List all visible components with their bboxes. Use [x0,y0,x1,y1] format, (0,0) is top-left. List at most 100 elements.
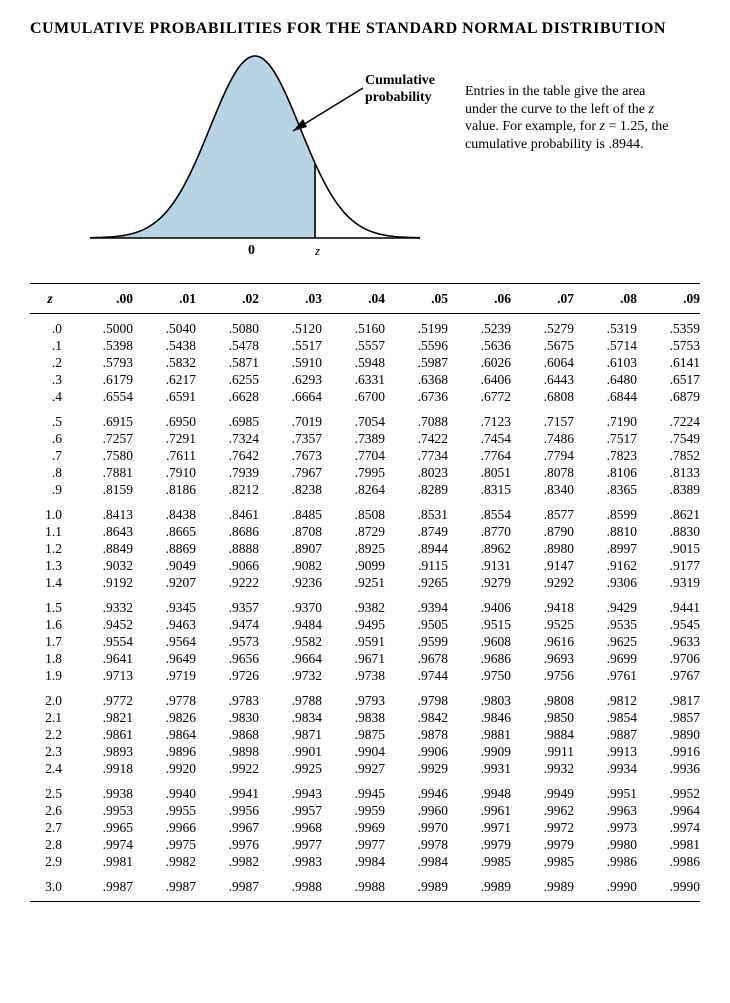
value-cell: .5239 [448,314,511,338]
value-cell: .9925 [259,760,322,777]
value-cell: .9875 [322,726,385,743]
table-row: 3.0.9987.9987.9987.9988.9988.9989.9989.9… [30,878,700,902]
value-cell: .9922 [196,760,259,777]
value-cell: .6879 [637,388,700,405]
header-col: .01 [133,284,196,314]
value-cell: .9936 [637,760,700,777]
value-cell: .9515 [448,616,511,633]
value-cell: .5948 [322,354,385,371]
value-cell: .9418 [511,599,574,616]
value-cell: .9049 [133,557,196,574]
value-cell: .7611 [133,447,196,464]
value-cell: .9032 [70,557,133,574]
value-cell: .6950 [133,413,196,430]
value-cell: .6517 [637,371,700,388]
value-cell: .9370 [259,599,322,616]
value-cell: .9927 [322,760,385,777]
value-cell: .9932 [511,760,574,777]
value-cell: .8621 [637,506,700,523]
value-cell: .8577 [511,506,574,523]
value-cell: .8643 [70,523,133,540]
value-cell: .9931 [448,760,511,777]
value-cell: .9987 [70,878,133,902]
value-cell: .9817 [637,692,700,709]
value-cell: .7422 [385,430,448,447]
value-cell: .9699 [574,650,637,667]
value-cell: .9505 [385,616,448,633]
value-cell: .9941 [196,785,259,802]
value-cell: .9633 [637,633,700,650]
table-row: 2.1.9821.9826.9830.9834.9838.9842.9846.9… [30,709,700,726]
value-cell: .9896 [133,743,196,760]
value-cell: .9463 [133,616,196,633]
value-cell: .9977 [259,836,322,853]
table-row: 1.6.9452.9463.9474.9484.9495.9505.9515.9… [30,616,700,633]
z-cell: 3.0 [30,878,70,902]
value-cell: .9989 [448,878,511,902]
value-cell: .9964 [637,802,700,819]
value-cell: .7357 [259,430,322,447]
value-cell: .5987 [385,354,448,371]
value-cell: .9861 [70,726,133,743]
table-row: 1.8.9641.9649.9656.9664.9671.9678.9686.9… [30,650,700,667]
value-cell: .9951 [574,785,637,802]
value-cell: .5793 [70,354,133,371]
value-cell: .9625 [574,633,637,650]
value-cell: .9441 [637,599,700,616]
value-cell: .9987 [133,878,196,902]
value-cell: .8238 [259,481,322,498]
value-cell: .9952 [637,785,700,802]
value-cell: .5557 [322,337,385,354]
value-cell: .9955 [133,802,196,819]
value-cell: .9834 [259,709,322,726]
value-cell: .7486 [511,430,574,447]
value-cell: .9656 [196,650,259,667]
table-row: .8.7881.7910.7939.7967.7995.8023.8051.80… [30,464,700,481]
z-cell: 2.2 [30,726,70,743]
value-cell: .9812 [574,692,637,709]
header-col: .09 [637,284,700,314]
value-cell: .8708 [259,523,322,540]
value-cell: .9641 [70,650,133,667]
value-cell: .9756 [511,667,574,684]
value-cell: .8810 [574,523,637,540]
value-cell: .9945 [322,785,385,802]
arrow-icon [285,83,365,138]
value-cell: .7088 [385,413,448,430]
z-cell: 1.2 [30,540,70,557]
value-cell: .9990 [574,878,637,902]
z-cell: .7 [30,447,70,464]
value-cell: .9713 [70,667,133,684]
value-cell: .9808 [511,692,574,709]
value-cell: .9706 [637,650,700,667]
value-cell: .7852 [637,447,700,464]
value-cell: .5910 [259,354,322,371]
value-cell: .8461 [196,506,259,523]
value-cell: .7257 [70,430,133,447]
value-cell: .9678 [385,650,448,667]
value-cell: .9918 [70,760,133,777]
value-cell: .9916 [637,743,700,760]
value-cell: .9990 [637,878,700,902]
value-cell: .8830 [637,523,700,540]
value-cell: .6985 [196,413,259,430]
page-title: CUMULATIVE PROBABILITIES FOR THE STANDAR… [30,20,730,38]
value-cell: .7454 [448,430,511,447]
value-cell: .9207 [133,574,196,591]
value-cell: .8106 [574,464,637,481]
value-cell: .7734 [385,447,448,464]
value-cell: .8023 [385,464,448,481]
value-cell: .7123 [448,413,511,430]
value-cell: .7881 [70,464,133,481]
value-cell: .9582 [259,633,322,650]
value-cell: .9564 [133,633,196,650]
value-cell: .8869 [133,540,196,557]
z-cell: 1.6 [30,616,70,633]
value-cell: .5675 [511,337,574,354]
value-cell: .9949 [511,785,574,802]
value-cell: .8485 [259,506,322,523]
value-cell: .8413 [70,506,133,523]
value-cell: .9649 [133,650,196,667]
value-cell: .5199 [385,314,448,338]
value-cell: .7054 [322,413,385,430]
